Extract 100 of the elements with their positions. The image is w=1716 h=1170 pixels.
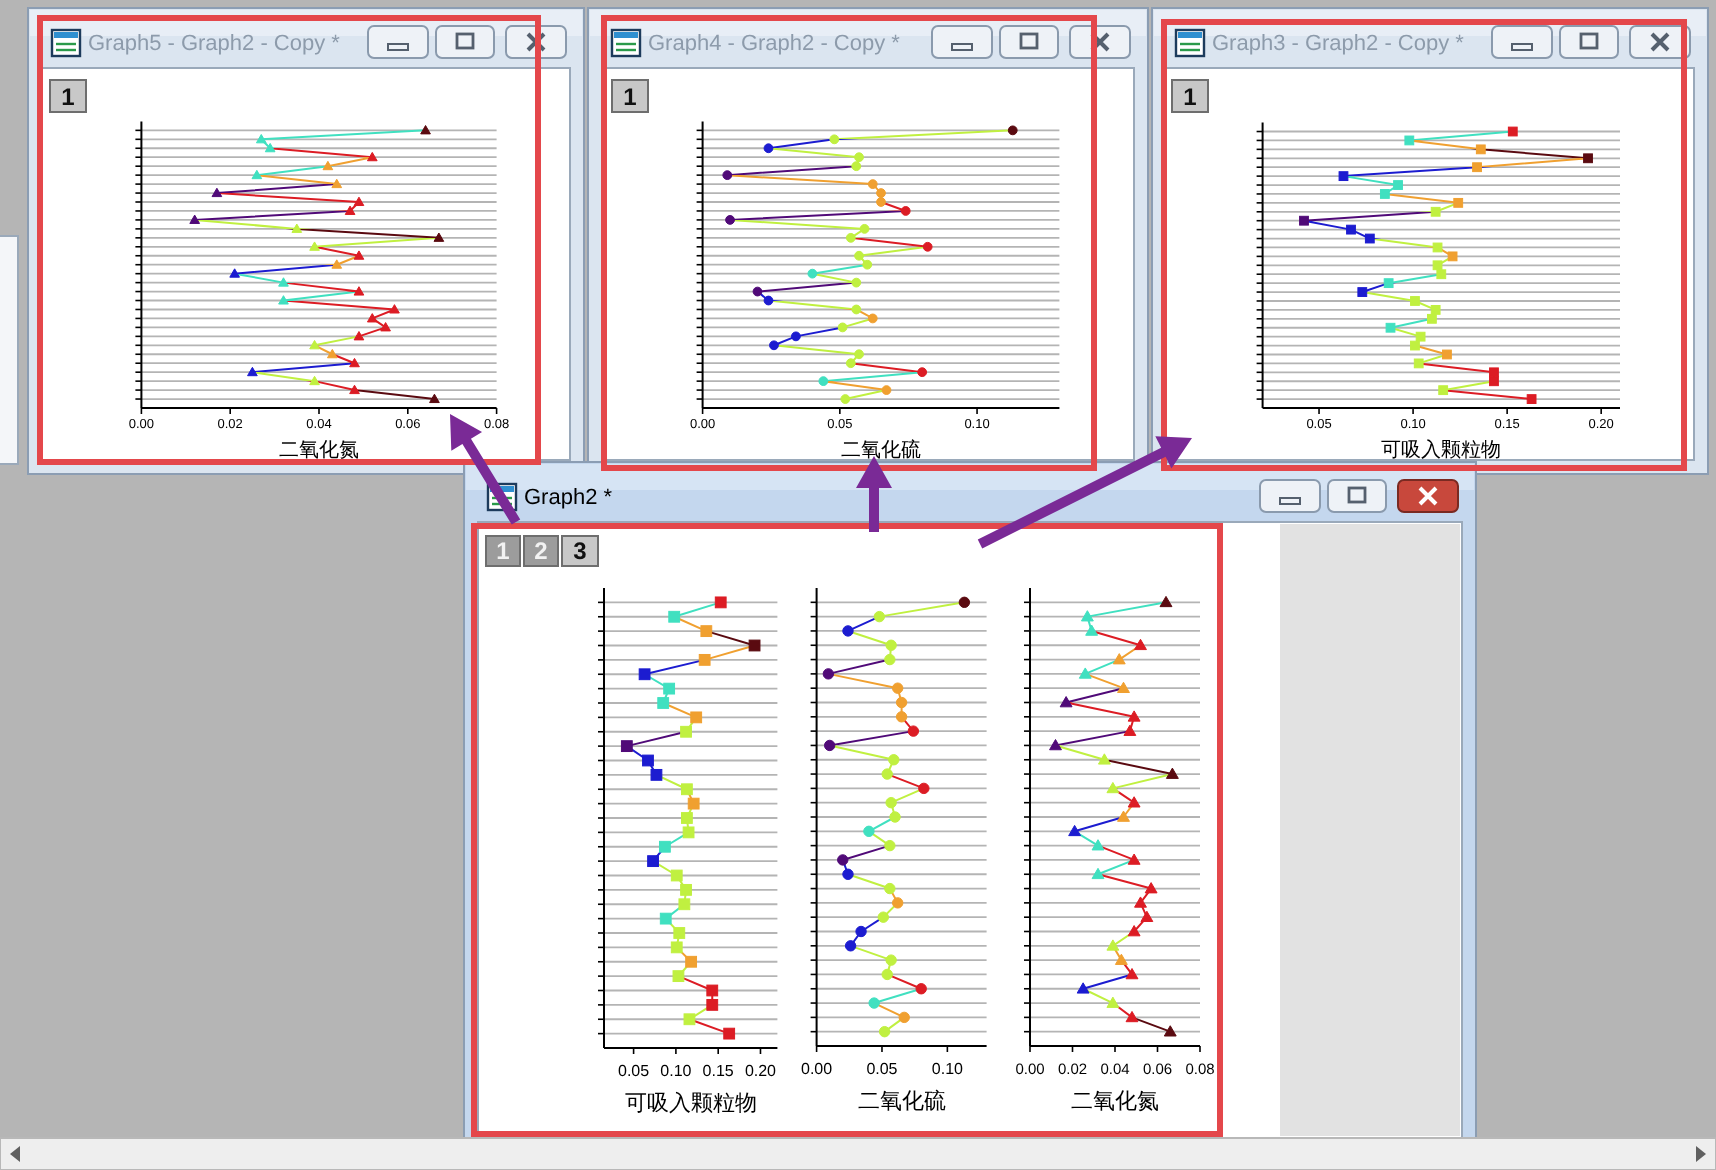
text: 1 (496, 537, 511, 565)
point (1430, 305, 1441, 315)
point (349, 357, 360, 368)
point (672, 970, 685, 983)
point (837, 854, 849, 866)
point (638, 668, 651, 681)
point (389, 304, 400, 314)
point (1357, 287, 1368, 297)
point (1436, 269, 1447, 280)
point (845, 358, 856, 369)
point (1097, 753, 1111, 765)
point (1507, 126, 1518, 137)
point (247, 366, 258, 377)
point (685, 955, 698, 968)
point (331, 178, 343, 189)
chart-title: Graph2 * (524, 486, 614, 510)
point (1427, 313, 1437, 324)
point (706, 984, 719, 997)
x-tick-label: 0.20 (744, 1062, 778, 1080)
point (353, 286, 365, 296)
point (791, 331, 801, 342)
point (380, 322, 391, 332)
point (725, 215, 735, 225)
x-axis-title: 可吸入颗粒物 (624, 1090, 757, 1116)
point (1106, 996, 1120, 1008)
point (366, 313, 378, 323)
point (366, 151, 378, 162)
point (1059, 696, 1073, 708)
text: 1 (1183, 83, 1198, 111)
point (885, 639, 897, 651)
point (752, 286, 763, 297)
x-tick-label: 0.10 (931, 1060, 965, 1078)
point (917, 367, 928, 378)
point (668, 610, 681, 623)
point (1091, 839, 1105, 851)
point (663, 682, 676, 695)
point (1085, 624, 1099, 636)
point (854, 250, 864, 261)
point (1117, 810, 1130, 822)
point (1410, 296, 1420, 306)
point (353, 196, 365, 207)
point (1049, 739, 1062, 751)
x-axis-title: 二氧化氮 (279, 438, 359, 462)
point (429, 393, 440, 404)
chart-title: Graph3 - Graph2 - Copy * (1212, 32, 1466, 56)
point (877, 911, 889, 923)
point (1453, 197, 1464, 208)
point (829, 134, 840, 145)
point (326, 348, 338, 359)
point (842, 625, 854, 637)
point (868, 997, 880, 1009)
point (855, 925, 867, 938)
point (659, 912, 672, 925)
point (845, 232, 856, 243)
point (647, 855, 659, 868)
point (1078, 667, 1092, 679)
point (278, 295, 289, 305)
point (1159, 595, 1173, 608)
point (1413, 358, 1424, 369)
point (889, 811, 901, 823)
point (1393, 180, 1403, 190)
point (907, 725, 920, 737)
point (769, 340, 779, 351)
point (823, 739, 836, 752)
point (873, 610, 886, 623)
point (851, 277, 862, 288)
point (851, 161, 862, 172)
point (1163, 1025, 1177, 1037)
point (1125, 1010, 1139, 1023)
point (309, 241, 320, 251)
point (842, 868, 854, 880)
point (1080, 610, 1094, 622)
point (818, 376, 829, 387)
x-tick-label: 0.05 (866, 1060, 899, 1078)
point (844, 940, 857, 952)
point (1404, 135, 1415, 146)
point (620, 740, 633, 753)
point (918, 782, 930, 795)
point (884, 839, 896, 852)
point (895, 696, 908, 709)
x-tick-label: 0.05 (618, 1062, 651, 1080)
x-axis-title: 二氧化氮 (1071, 1088, 1159, 1114)
point (763, 295, 774, 306)
point (1068, 824, 1082, 837)
point (657, 697, 670, 709)
point (189, 214, 201, 224)
point (681, 783, 693, 796)
point (683, 1013, 696, 1026)
point (822, 668, 835, 680)
point (915, 983, 927, 995)
point (255, 133, 267, 144)
point (862, 259, 873, 270)
point (840, 394, 851, 404)
point (1299, 215, 1309, 226)
point (1106, 939, 1120, 951)
point (1475, 144, 1486, 155)
point (881, 768, 893, 780)
point (922, 241, 933, 252)
x-axis-title: 二氧化硫 (841, 438, 921, 462)
point (878, 1025, 891, 1038)
